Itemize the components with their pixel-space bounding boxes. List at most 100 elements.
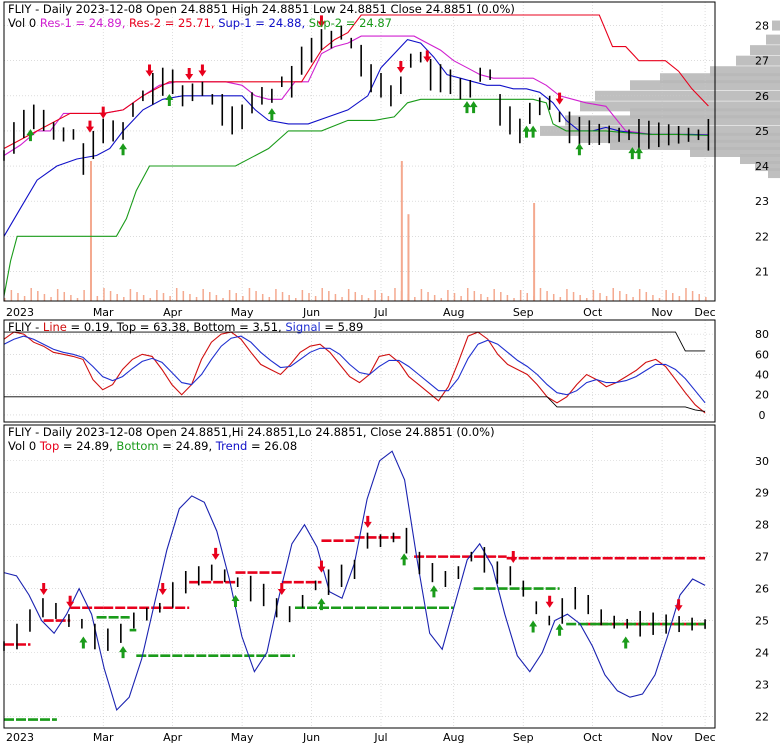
volume-bar	[380, 293, 383, 301]
x-tick-label: Sep	[513, 731, 534, 744]
y-tick-label: 21	[755, 265, 769, 278]
volume-bar	[394, 288, 396, 301]
volume-bar	[136, 292, 138, 301]
volume-bar	[242, 296, 244, 301]
volume-bar	[566, 289, 568, 301]
legend-entry: Res-1 = 24.89,	[36, 16, 125, 30]
volume-bar	[89, 161, 92, 301]
sell-arrow-icon	[211, 547, 220, 560]
buy-arrow-icon	[462, 101, 471, 114]
volume-bar	[374, 290, 376, 301]
legend-entry: = 24.89,	[59, 439, 113, 453]
oscillator-line-signal	[3, 335, 706, 404]
sell-arrow-icon	[423, 50, 432, 63]
volume-bar	[50, 297, 52, 301]
volume-profile-bar	[565, 115, 780, 126]
volume-bar	[572, 292, 575, 301]
volume-bar	[123, 297, 125, 301]
x-tick-label: Oct	[583, 306, 603, 319]
volume-bar	[347, 289, 350, 301]
volume-bar	[334, 294, 337, 301]
volume-bar	[466, 288, 469, 301]
sell-arrow-icon	[99, 106, 108, 119]
sell-arrow-icon	[198, 64, 207, 77]
x-tick-label: 2023	[6, 306, 34, 319]
price-bars	[3, 25, 710, 175]
trend-panel: 22 23 24 25 26 27 28 29 30 2023 Mar Apr May Jun Jul Au…	[3, 424, 769, 744]
sell-arrow-icon	[674, 599, 683, 612]
x-tick-label: Mar	[93, 731, 114, 744]
volume-bar	[10, 290, 13, 301]
volume-bar	[43, 294, 46, 301]
price-panel-legend: Vol 0 Res-1 = 24.89, Res-2 = 25.71, Sup-…	[8, 16, 392, 30]
trend-price-bars	[3, 527, 706, 651]
volume-profile-bar	[580, 132, 780, 143]
volume-bar	[222, 298, 224, 301]
y-tick-label: 24	[755, 160, 769, 173]
volume-bar	[281, 292, 284, 301]
sell-arrow-icon	[317, 15, 326, 28]
volume-bar	[625, 294, 628, 301]
legend-entry: Sup-1 = 24.88,	[215, 16, 306, 30]
volume-bar	[612, 288, 614, 301]
volume-bar	[632, 297, 634, 301]
y-tick-label: 20	[755, 389, 769, 402]
buy-arrow-icon	[522, 125, 531, 138]
oscillator-panel-frame	[3, 319, 716, 423]
volume-bar	[559, 297, 562, 301]
y-tick-label: 27	[755, 55, 769, 68]
volume-bar	[685, 288, 687, 301]
volume-bar	[328, 291, 330, 301]
volume-bar	[414, 297, 416, 301]
volume-bar	[533, 203, 536, 301]
volume-bar	[195, 297, 198, 301]
y-tick-label: 27	[755, 551, 769, 564]
legend-entry: = 26.08	[247, 439, 297, 453]
y-tick-label: 25	[755, 615, 769, 628]
oscillator-grid	[3, 320, 715, 422]
price-panel-title: FLIY - Daily 2023-12-08 Open 24.8851 Hig…	[8, 2, 515, 16]
volume-profile-bar	[750, 45, 780, 56]
series-line-res-2	[3, 14, 709, 149]
volume-bar	[235, 293, 237, 301]
volume-bar	[506, 295, 509, 301]
volume-profile-bar	[736, 55, 780, 66]
volume-bar	[546, 291, 548, 301]
x-tick-label: May	[231, 731, 254, 744]
sell-arrow-icon	[509, 551, 518, 564]
volume-bar	[526, 293, 529, 301]
volume-bar	[519, 290, 522, 301]
volume-bar	[182, 291, 185, 301]
price-x-axis-labels: 2023 Mar Apr May Jun Jul Aug Sep Oct Nov Dec	[6, 306, 716, 319]
volume-bar	[678, 296, 681, 301]
buy-arrow-icon	[231, 594, 240, 607]
legend-entry: Top	[36, 439, 59, 453]
x-tick-label: Oct	[583, 731, 603, 744]
x-tick-label: Jul	[373, 731, 387, 744]
legend-entry: Signal	[282, 320, 321, 334]
volume-bar	[400, 161, 403, 301]
volume-bar	[433, 295, 436, 301]
volume-bar	[4, 298, 6, 301]
y-tick-label: 26	[755, 583, 769, 596]
oscillator-lines	[3, 331, 706, 414]
x-tick-label: 2023	[6, 731, 34, 744]
x-tick-label: Mar	[93, 306, 114, 319]
volume-bar	[361, 295, 363, 301]
y-tick-label: 80	[755, 328, 769, 341]
y-tick-label: 29	[755, 487, 769, 500]
volume-bar	[453, 293, 456, 301]
volume-bar	[83, 290, 85, 301]
volume-bar	[599, 293, 601, 301]
volume-bar	[202, 289, 204, 301]
volume-profile-bar	[595, 90, 780, 101]
volume-bar	[314, 296, 317, 301]
volume-bar	[116, 294, 118, 301]
legend-entry: = 0.19, Top = 63.38, Bottom = 3.51,	[67, 320, 282, 334]
volume-bar	[387, 296, 390, 301]
legend-entry: Sup-2 = 24.87	[305, 16, 392, 30]
volume-bar	[652, 295, 654, 301]
buy-arrow-icon	[575, 143, 584, 156]
volume-bar	[255, 291, 257, 301]
